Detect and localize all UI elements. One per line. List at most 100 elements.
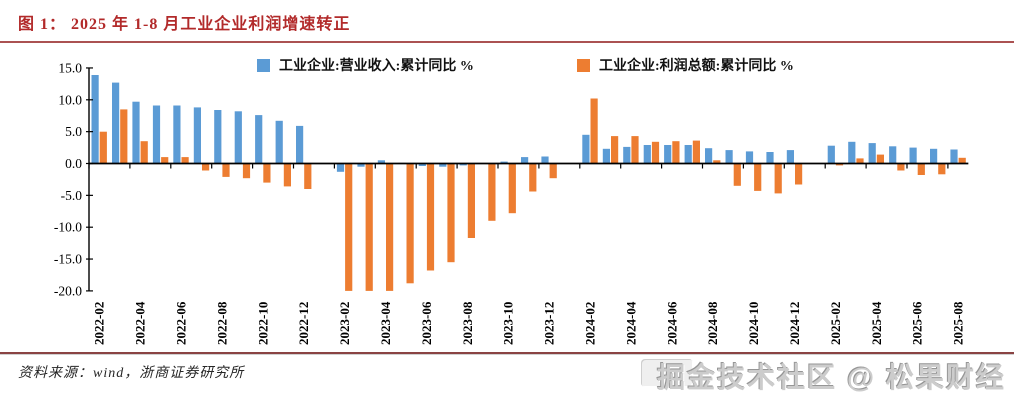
bar-revenue: [377, 160, 385, 164]
y-tick-label: 0.0: [65, 156, 82, 171]
watermark-logo-icon: [641, 359, 693, 387]
bar-profit: [733, 163, 741, 186]
bar-revenue: [848, 141, 856, 164]
bar-profit: [795, 163, 803, 185]
bar-profit: [140, 141, 148, 164]
x-tick-label: 2024-12: [787, 302, 802, 345]
bar-revenue: [827, 145, 835, 164]
bar-profit: [692, 140, 700, 164]
x-tick-label: 2025-02: [828, 302, 843, 345]
bar-revenue: [766, 152, 774, 164]
bar-profit: [488, 163, 496, 221]
bar-revenue: [91, 75, 99, 164]
x-tick-label: 2023-06: [419, 301, 434, 345]
bar-revenue: [521, 157, 529, 164]
bar-profit: [876, 154, 884, 164]
legend-item-revenue: 工业企业:营业收入:累计同比 %: [257, 55, 474, 75]
y-tick-label: 15.0: [58, 60, 82, 75]
bar-revenue: [909, 147, 917, 164]
bar-revenue: [112, 82, 120, 164]
watermark-text: 掘金技术社区 @ 松果财经: [657, 362, 1006, 393]
x-tick-label: 2024-02: [583, 302, 598, 345]
x-tick-label: 2023-04: [378, 301, 393, 345]
bar-revenue: [889, 146, 897, 164]
bar-profit: [345, 163, 353, 291]
bar-revenue: [950, 149, 958, 164]
bar-revenue: [602, 148, 610, 164]
bar-profit: [386, 163, 394, 291]
data-source-note: 资料来源：wind，浙商证券研究所: [18, 366, 245, 381]
bar-revenue: [214, 110, 222, 164]
title-divider-line: [0, 41, 1014, 43]
x-tick-label: 2022-06: [174, 301, 189, 345]
bar-revenue: [296, 125, 304, 164]
bar-revenue: [500, 161, 508, 164]
x-tick-label: 2023-12: [542, 302, 557, 345]
bar-profit: [263, 163, 271, 183]
bar-profit: [161, 157, 169, 164]
bar-profit: [774, 163, 782, 194]
bar-profit: [713, 160, 721, 164]
x-tick-label: 2024-04: [623, 301, 638, 345]
bar-revenue: [582, 134, 590, 164]
bar-profit: [242, 163, 251, 179]
bar-revenue: [336, 163, 345, 172]
bar-revenue: [459, 163, 467, 166]
bar-profit: [958, 157, 966, 164]
bar-revenue: [623, 146, 631, 164]
x-tick-label: 2023-10: [501, 302, 516, 345]
bar-revenue: [357, 163, 365, 167]
x-tick-label: 2025-06: [910, 301, 925, 345]
x-tick-label: 2022-12: [296, 302, 311, 345]
x-tick-label: 2024-10: [746, 302, 761, 345]
legend-label-revenue: 工业企业:营业收入:累计同比 %: [279, 59, 474, 74]
bar-profit: [508, 163, 516, 214]
bar-profit: [590, 98, 598, 164]
bar-revenue: [439, 163, 447, 167]
bar-revenue: [705, 148, 713, 164]
bar-profit: [529, 163, 537, 192]
x-tick-label: 2022-04: [133, 301, 148, 345]
bar-profit: [856, 158, 864, 164]
legend-label-profit: 工业企业:利润总额:累计同比 %: [599, 59, 794, 74]
y-tick-label: -10.0: [54, 220, 82, 235]
bar-revenue: [193, 107, 201, 164]
legend-swatch-revenue-icon: [257, 58, 270, 72]
footer-divider-line: [0, 352, 1014, 354]
bar-profit: [406, 163, 414, 284]
bar-profit: [835, 163, 844, 166]
bar-profit: [672, 141, 680, 164]
y-tick-label: -20.0: [54, 283, 82, 298]
figure-title: 图 1： 2025 年 1-8 月工业企业利润增速转正: [18, 16, 351, 33]
bar-profit: [897, 163, 905, 171]
bar-revenue: [786, 150, 794, 164]
bar-profit: [467, 163, 475, 238]
bar-profit: [631, 136, 639, 164]
bar-revenue: [745, 151, 754, 164]
bar-revenue: [664, 145, 672, 164]
x-tick-label: 2022-08: [214, 301, 229, 345]
legend-swatch-profit-icon: [577, 58, 590, 72]
bar-revenue: [868, 143, 876, 164]
x-tick-label: 2024-08: [705, 301, 720, 345]
bar-profit: [549, 163, 557, 179]
x-tick-label: 2023-02: [337, 302, 352, 345]
y-tick-label: -15.0: [54, 252, 82, 267]
bar-profit: [917, 163, 925, 175]
x-tick-label: 2023-08: [460, 301, 475, 345]
y-tick-label: 5.0: [65, 124, 82, 139]
bar-revenue: [132, 101, 140, 164]
bar-profit: [181, 157, 189, 164]
bar-revenue: [255, 115, 263, 164]
y-tick-label: -5.0: [61, 188, 83, 203]
bar-revenue: [725, 150, 733, 164]
bar-profit: [120, 109, 128, 164]
bar-profit: [222, 163, 230, 177]
bar-revenue: [418, 163, 426, 166]
bar-revenue: [541, 156, 549, 164]
bar-profit: [202, 163, 210, 171]
bar-profit: [611, 136, 619, 164]
x-tick-label: 2025-08: [951, 301, 966, 345]
bar-profit: [365, 163, 373, 291]
